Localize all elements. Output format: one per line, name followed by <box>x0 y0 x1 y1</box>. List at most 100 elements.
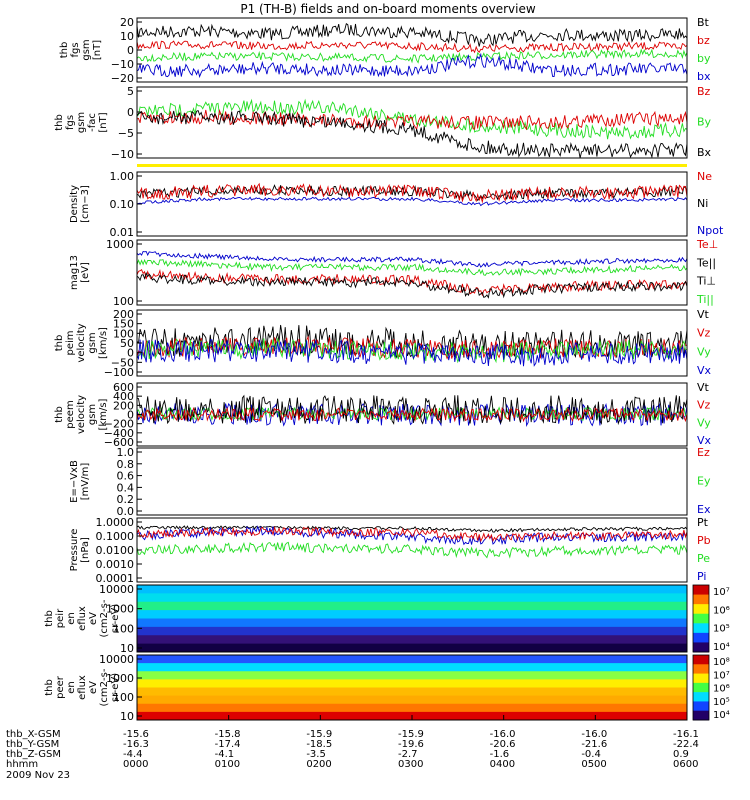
panel-density: 1.00 0.10 0.01 Density [cm−3] Ne Ni Npot <box>69 170 724 239</box>
y-tick-label: −600 <box>104 436 134 449</box>
coord-value: -17.4 <box>215 739 241 750</box>
y-axis-label-line: velocity <box>76 395 87 434</box>
coord-row-label: thb_Y-GSM <box>6 739 59 750</box>
coord-value: -15.6 <box>123 729 149 740</box>
colorbar-segment <box>693 632 709 643</box>
panel-e-field: 1.00.80.60.40.20.0 E=−VxB [mV/m] Ez Ey Ex <box>69 446 711 518</box>
legend-entry: Pe <box>697 552 710 565</box>
legend-entry: bz <box>697 34 710 47</box>
separator-bar <box>137 164 687 167</box>
y-tick-label: 20 <box>120 16 134 29</box>
legend-entry: Ne <box>697 170 712 183</box>
y-axis-label-line: gsm <box>76 112 87 133</box>
panel-peir-eflux: 10⁷ 10⁶ 10⁵ 10⁴ 10000 1000 100 10 thb peir en eflux… <box>44 583 730 655</box>
panel-fgs-gsm-fac: 5 0 −5 −10 thb fgs gsm -fac [nT] Bz By Bx <box>54 85 712 161</box>
plot-title: P1 (TH-B) fields and on-board moments ov… <box>240 2 536 16</box>
y-axis-label: mag13 [eV] <box>69 255 91 290</box>
spectrogram-band <box>137 703 687 713</box>
series-line-blue <box>136 525 688 546</box>
y-axis-label-line: eflux <box>77 606 88 631</box>
y-tick-label: 0 <box>127 347 134 360</box>
y-axis-label-line: eV <box>88 612 99 625</box>
y-axis-label: E=−VxB [mV/m] <box>69 460 91 503</box>
coord-value: 0200 <box>306 759 331 770</box>
series-line-red <box>136 406 688 423</box>
panel-peer-eflux: 10⁸ 10⁷ 10⁶ 10⁵ 10⁴ 10000 1000 100 10 thb peer en ef… <box>44 653 730 723</box>
y-axis-label-line: [eV] <box>80 262 91 283</box>
spectrogram-band <box>137 626 687 636</box>
spectrogram-band <box>137 618 687 628</box>
y-axis-label-line: [nPa] <box>80 537 91 563</box>
time-axis: thb_X-GSM -15.6 -15.8 -15.9 -15.9 -16.0 -16.0-… <box>6 715 699 781</box>
coord-value: -1.6 <box>490 749 510 760</box>
series-line-green <box>136 98 688 140</box>
y-tick-label: 150 <box>113 318 134 331</box>
y-tick-label: 100 <box>113 622 134 635</box>
y-tick-label: 100 <box>113 327 134 340</box>
y-tick-label: 0.0010 <box>96 558 135 571</box>
legend-entry: Vz <box>697 399 711 412</box>
y-axis-label-line: [nT] <box>98 112 109 132</box>
y-axis-label-line: [km/s] <box>98 327 109 359</box>
y-tick-label: −10 <box>111 58 134 71</box>
spectrogram-band <box>137 635 687 645</box>
legend-entry: by <box>697 52 711 65</box>
coord-row-label: hhmm <box>6 759 38 770</box>
series-line-red <box>136 525 688 543</box>
colorbar-segment <box>693 682 709 693</box>
series-line-red <box>136 108 688 131</box>
panel-frame <box>136 86 688 159</box>
colorbar-frame <box>692 654 710 721</box>
y-axis-label-line: sr-eV) <box>110 673 121 702</box>
spectrogram-band <box>137 655 687 664</box>
colorbar-segment <box>693 710 709 721</box>
y-tick-label: 0.0 <box>117 505 135 518</box>
colorbar-label: 10⁵ <box>713 697 730 708</box>
coord-value: -22.4 <box>673 739 699 750</box>
colorbar-segment <box>693 623 709 634</box>
y-tick-label: 0 <box>127 44 134 57</box>
y-axis-label-line: Pressure <box>69 529 80 572</box>
y-axis-label-line: velocity <box>76 323 87 362</box>
y-axis-label-line: en <box>66 612 77 625</box>
series-line-blue <box>136 339 688 367</box>
series-line-blue <box>136 196 688 207</box>
y-axis-label-line: sr-eV) <box>110 604 121 633</box>
coord-value: 0000 <box>123 759 148 770</box>
y-tick-label: 0.6 <box>117 470 135 483</box>
y-axis-label: thb peim velocity gsm [km/s] <box>54 323 109 362</box>
coord-value: -4.4 <box>123 749 143 760</box>
colorbar-segment <box>693 664 709 675</box>
colorbar-segment <box>693 655 709 665</box>
legend-entry: bx <box>697 70 711 83</box>
y-axis-label-line: [cm−3] <box>80 185 91 223</box>
y-axis-label-line: thb <box>44 679 55 696</box>
y-tick-label: 200 <box>113 308 134 321</box>
y-axis-label-line: E=−VxB <box>69 460 80 503</box>
colorbar-label: 10⁴ <box>713 710 730 721</box>
y-axis-label-line: peim <box>65 330 76 355</box>
colorbar-segment <box>693 585 709 596</box>
legend-entry: Te⊥ <box>696 238 718 251</box>
colorbar-label: 10⁶ <box>713 605 730 616</box>
legend-entry: Vy <box>697 345 711 358</box>
series-line-black <box>136 271 688 299</box>
coord-value: 0400 <box>490 759 515 770</box>
colorbar-segment <box>693 642 709 653</box>
y-tick-label: 10 <box>120 30 134 43</box>
series-line-green <box>136 258 688 277</box>
series-line-red <box>136 268 688 297</box>
y-axis-label-line: thb <box>44 610 55 627</box>
y-axis-label-line: peem <box>65 400 76 428</box>
coord-value: 0100 <box>215 759 240 770</box>
y-tick-label: −50 <box>111 356 134 369</box>
y-tick-label: −100 <box>104 366 134 379</box>
y-tick-label: 10 <box>120 710 134 723</box>
colorbar-label: 10⁷ <box>713 670 730 681</box>
y-axis-label-line: -fac <box>87 113 98 132</box>
series-line-green <box>136 541 688 559</box>
coord-value: -16.0 <box>581 729 607 740</box>
legend-entry: Ez <box>697 446 710 459</box>
